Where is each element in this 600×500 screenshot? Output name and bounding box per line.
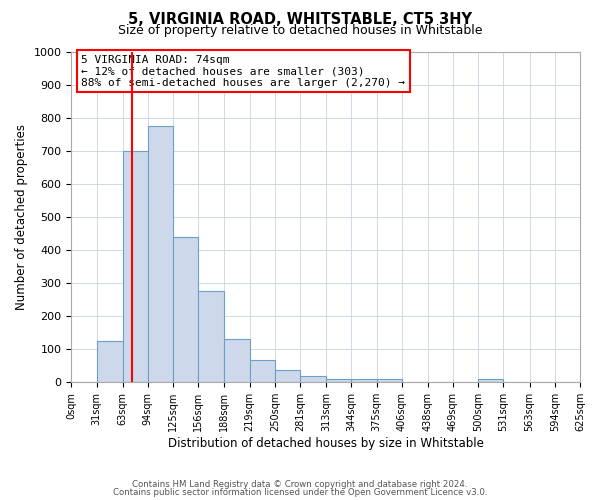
Text: Contains public sector information licensed under the Open Government Licence v3: Contains public sector information licen… [113,488,487,497]
Bar [351,379,377,382]
Text: Contains HM Land Registry data © Crown copyright and database right 2024.: Contains HM Land Registry data © Crown c… [132,480,468,489]
Bar [198,292,224,382]
Text: 5, VIRGINIA ROAD, WHITSTABLE, CT5 3HY: 5, VIRGINIA ROAD, WHITSTABLE, CT5 3HY [128,12,472,28]
Bar [478,379,503,382]
Bar [173,237,198,382]
Text: Size of property relative to detached houses in Whitstable: Size of property relative to detached ho… [118,24,482,37]
Bar [275,370,300,382]
Y-axis label: Number of detached properties: Number of detached properties [15,124,28,310]
Bar [122,151,148,382]
X-axis label: Distribution of detached houses by size in Whitstable: Distribution of detached houses by size … [168,437,484,450]
Bar [326,379,351,382]
Bar [300,376,326,382]
Bar [250,360,275,382]
Bar [224,340,250,382]
Bar [148,126,173,382]
Bar [377,379,402,382]
Bar [97,341,122,382]
Text: 5 VIRGINIA ROAD: 74sqm
← 12% of detached houses are smaller (303)
88% of semi-de: 5 VIRGINIA ROAD: 74sqm ← 12% of detached… [82,55,406,88]
